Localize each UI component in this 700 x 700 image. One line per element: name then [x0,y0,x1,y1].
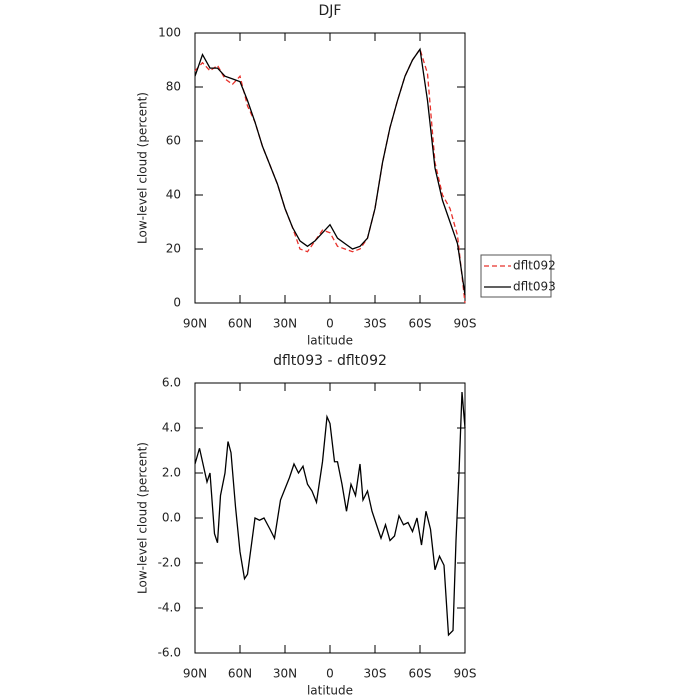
data-line [194,47,466,304]
x-tick-label: 30N [273,317,297,331]
x-tick-label: 60S [409,667,432,681]
data-line [194,47,466,295]
x-tick-label: 30S [364,667,387,681]
y-tick-label: 20 [166,242,181,256]
x-tick-label: 60S [409,317,432,331]
y-tick-label: 4.0 [162,421,181,435]
y-tick-label: 6.0 [162,376,181,390]
x-tick-label: 30S [364,317,387,331]
legend-label: dflt093 [513,280,556,294]
y-tick-label: 0.0 [162,511,181,525]
chart-title: dflt093 - dflt092 [273,353,387,369]
legend-label: dflt092 [513,259,556,273]
x-tick-label: 60N [228,667,252,681]
x-tick-label: 90N [183,317,207,331]
x-tick-label: 90N [183,667,207,681]
y-tick-label: -4.0 [158,601,181,615]
x-tick-label: 60N [228,317,252,331]
chart-title: DJF [319,3,342,19]
legend-box [480,254,552,298]
y-tick-label: 80 [166,80,181,94]
plot-frame [194,32,466,304]
y-tick-label: 2.0 [162,466,181,480]
y-tick-label: -2.0 [158,556,181,570]
x-tick-label: 90S [454,667,477,681]
y-axis-label: Low-level cloud (percent) [136,92,150,244]
y-tick-label: 100 [158,26,181,40]
data-line [194,391,466,637]
x-axis-label: latitude [307,334,353,348]
x-axis-label: latitude [307,684,353,698]
x-tick-label: 0 [326,317,334,331]
y-axis-label: Low-level cloud (percent) [136,442,150,594]
y-tick-label: 0 [173,296,181,310]
x-tick-label: 90S [454,317,477,331]
x-tick-label: 0 [326,667,334,681]
y-tick-label: 40 [166,188,181,202]
x-tick-label: 30N [273,667,297,681]
y-tick-label: -6.0 [158,646,181,660]
y-tick-label: 60 [166,134,181,148]
